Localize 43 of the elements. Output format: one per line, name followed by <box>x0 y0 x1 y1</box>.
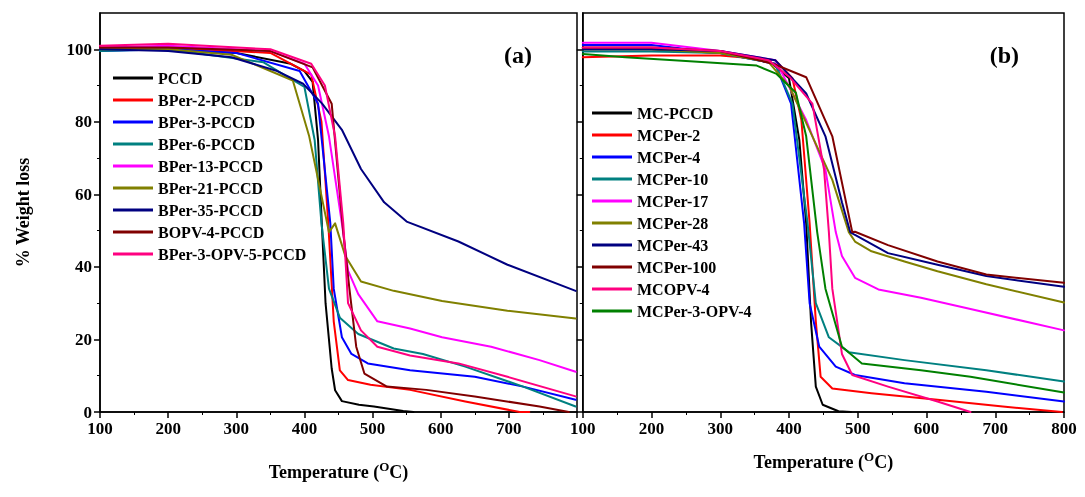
legend-label: BOPV-4-PCCD <box>158 223 265 241</box>
y-tick-label: 20 <box>75 329 92 349</box>
x-tick-label: 100 <box>570 419 596 438</box>
y-tick-label: 80 <box>75 112 92 132</box>
text: (b) <box>989 42 1020 68</box>
legend-label: BPer-35-PCCD <box>158 201 264 219</box>
x-tick-label: 400 <box>291 419 318 438</box>
legend-label: BPer-2-PCCD <box>158 91 256 109</box>
legend-label: MCPer-2 <box>637 126 701 144</box>
legend-label: PCCD <box>158 69 203 87</box>
legend-label: BPer-13-PCCD <box>158 157 264 175</box>
legend-label: MCPer-3-OPV-4 <box>637 302 752 320</box>
x-tick-label: 600 <box>913 419 940 438</box>
text: (a) <box>504 42 532 68</box>
x-tick-label: 200 <box>155 419 181 438</box>
x-tick-label: 400 <box>776 419 802 438</box>
legend-label: BPer-6-PCCD <box>158 135 256 153</box>
legend-label: MCPer-100 <box>637 258 717 276</box>
y-tick-label: 40 <box>75 257 92 277</box>
legend-label: MCPer-43 <box>637 236 709 254</box>
legend-label: BPer-21-PCCD <box>158 179 264 197</box>
x-tick-label: 700 <box>496 419 522 438</box>
x-tick-label: 100 <box>87 419 113 438</box>
x-tick-label: 700 <box>982 419 1008 438</box>
legend-label: MCPer-10 <box>637 170 709 188</box>
x-tick-label: 500 <box>845 419 871 438</box>
x-tick-label: 600 <box>427 419 454 438</box>
y-tick-label: 100 <box>66 39 92 59</box>
x-tick-label: 500 <box>359 419 386 438</box>
legend-label: MCPer-17 <box>637 192 709 210</box>
y-tick-label: 0 <box>83 402 92 422</box>
y-axis-title: % Weight loss <box>13 157 33 268</box>
legend-label: MC-PCCD <box>637 104 714 122</box>
legend-label: BPer-3-PCCD <box>158 113 256 131</box>
y-tick-label: 60 <box>75 184 92 204</box>
legend-label: MCPer-28 <box>637 214 709 232</box>
x-tick-label: 200 <box>638 419 665 438</box>
legend-label: BPer-3-OPV-5-PCCD <box>158 245 307 263</box>
x-tick-label: 300 <box>707 419 733 438</box>
legend-label: MCPer-4 <box>637 148 701 166</box>
x-tick-label: 800 <box>1051 419 1077 438</box>
x-tick-label: 300 <box>223 419 250 438</box>
legend-label: MCOPV-4 <box>637 280 710 298</box>
